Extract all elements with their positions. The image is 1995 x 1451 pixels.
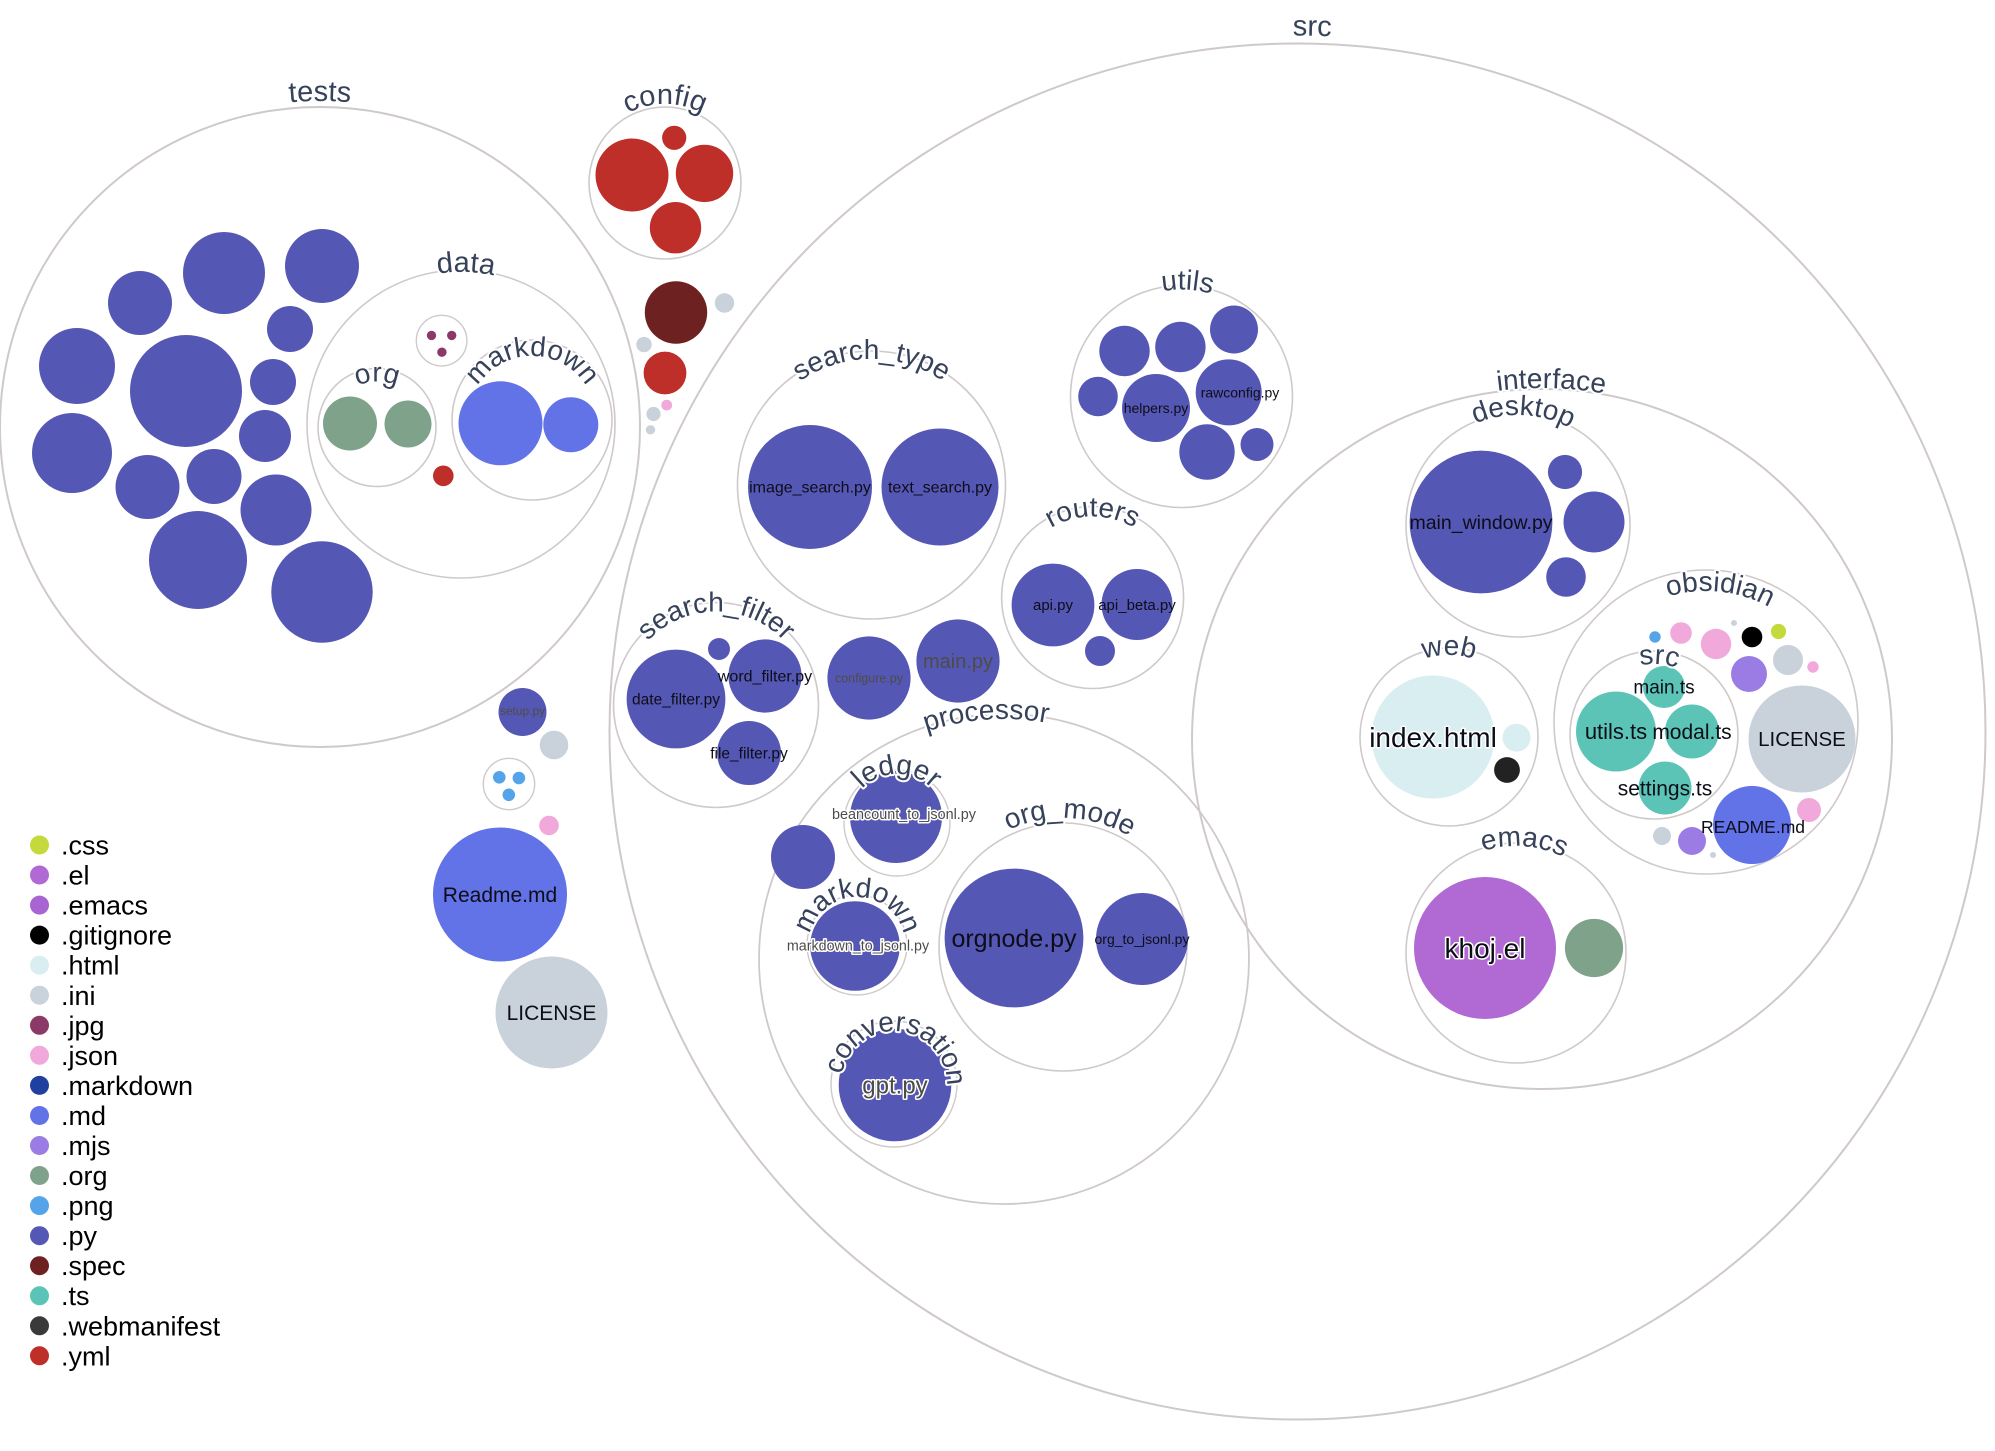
svg-text:main.py: main.py (923, 651, 993, 673)
svg-text:khoj.el: khoj.el (1445, 933, 1526, 964)
svg-text:.mjs: .mjs (61, 1131, 111, 1161)
svg-text:main.ts: main.ts (1633, 678, 1694, 699)
svg-text:src: src (1293, 11, 1333, 44)
svg-text:beancount_to_jsonl.py: beancount_to_jsonl.py (832, 807, 977, 823)
svg-text:file_filter.py: file_filter.py (710, 745, 788, 762)
svg-text:markdown_to_jsonl.py: markdown_to_jsonl.py (787, 939, 930, 955)
svg-text:web: web (1418, 630, 1480, 665)
svg-text:.markdown: .markdown (61, 1071, 193, 1101)
svg-text:api.py: api.py (1033, 597, 1074, 614)
svg-text:LICENSE: LICENSE (507, 1002, 597, 1025)
svg-text:.py: .py (61, 1221, 98, 1251)
svg-text:.spec: .spec (61, 1251, 126, 1281)
svg-text:org: org (350, 356, 403, 391)
svg-text:.yml: .yml (61, 1341, 111, 1371)
svg-text:setup.py: setup.py (500, 704, 545, 718)
svg-text:data: data (435, 247, 499, 282)
svg-text:.png: .png (61, 1191, 114, 1221)
svg-text:rawconfig.py: rawconfig.py (1201, 384, 1280, 400)
svg-text:utils.ts: utils.ts (1585, 719, 1647, 744)
svg-text:image_search.py: image_search.py (749, 480, 871, 497)
svg-text:.html: .html (61, 951, 120, 981)
svg-text:.webmanifest: .webmanifest (61, 1311, 221, 1341)
svg-text:date_filter.py: date_filter.py (632, 691, 720, 708)
svg-text:.ini: .ini (61, 981, 96, 1011)
svg-text:.ts: .ts (61, 1281, 90, 1311)
svg-text:main_window.py: main_window.py (1409, 512, 1552, 534)
svg-text:modal.ts: modal.ts (1652, 721, 1731, 744)
svg-text:org_to_jsonl.py: org_to_jsonl.py (1095, 931, 1190, 947)
svg-text:utils: utils (1160, 264, 1218, 299)
svg-text:Readme.md: Readme.md (443, 884, 557, 907)
svg-text:word_filter.py: word_filter.py (717, 669, 812, 686)
svg-text:README.md: README.md (1701, 817, 1805, 837)
svg-text:settings.ts: settings.ts (1618, 777, 1713, 800)
svg-text:LICENSE: LICENSE (1758, 728, 1846, 751)
svg-text:.md: .md (61, 1101, 106, 1131)
svg-text:gpt.py: gpt.py (862, 1072, 927, 1099)
svg-text:src: src (1638, 639, 1683, 674)
svg-text:helpers.py: helpers.py (1124, 400, 1189, 416)
svg-text:.jpg: .jpg (61, 1011, 105, 1041)
svg-text:tests: tests (287, 76, 352, 109)
svg-text:.json: .json (61, 1041, 118, 1071)
svg-text:.css: .css (61, 831, 109, 861)
svg-text:configure.py: configure.py (835, 671, 904, 685)
svg-text:.emacs: .emacs (61, 891, 148, 921)
svg-text:api_beta.py: api_beta.py (1098, 597, 1176, 614)
svg-text:.gitignore: .gitignore (61, 921, 172, 951)
svg-text:text_search.py: text_search.py (888, 480, 992, 497)
svg-text:.el: .el (61, 861, 90, 891)
svg-text:index.html: index.html (1369, 722, 1497, 753)
svg-text:.org: .org (61, 1161, 108, 1191)
svg-text:orgnode.py: orgnode.py (951, 925, 1077, 953)
